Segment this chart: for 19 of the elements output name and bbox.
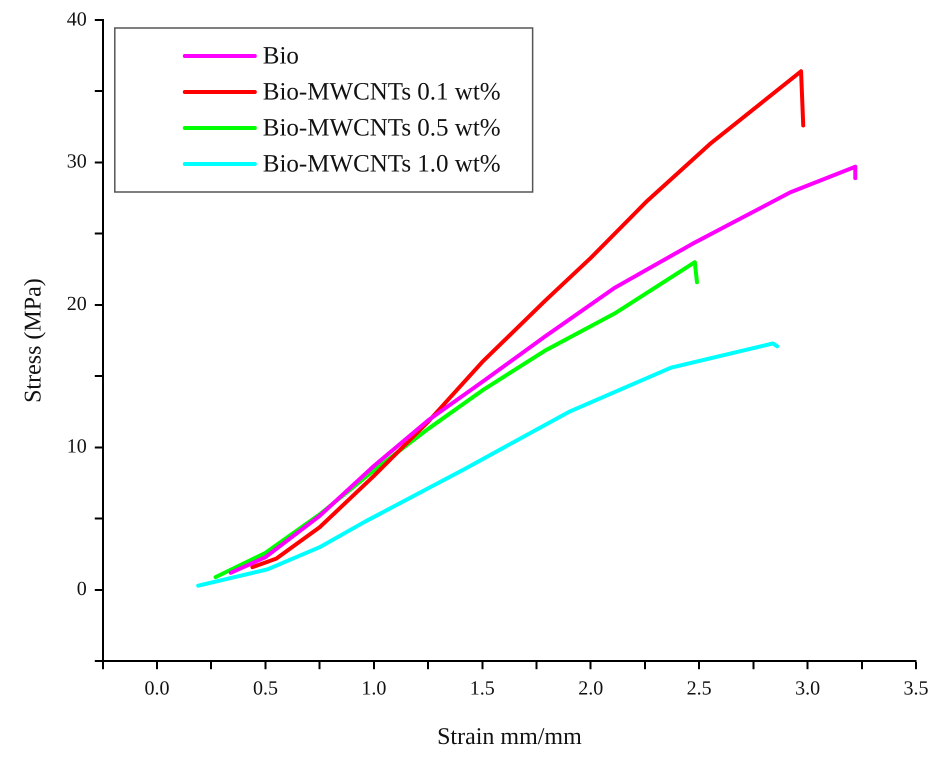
y-tick-label: 40 (66, 8, 87, 30)
x-tick-label: 0.5 (252, 677, 278, 700)
x-tick-label: 1.0 (361, 677, 386, 700)
y-tick-label: 30 (66, 150, 87, 173)
x-tick-label: 1.5 (470, 677, 495, 700)
legend-label: Bio-MWCNTs 0.1 wt% (262, 78, 501, 106)
x-tick-label: 2.0 (578, 677, 604, 700)
x-tick-label: 0.0 (144, 677, 170, 700)
y-tick-label: 20 (66, 293, 87, 316)
x-tick-label: 2.5 (686, 677, 712, 700)
legend-label: Bio-MWCNTs 1.0 wt% (262, 150, 501, 178)
x-tick-label: 3.5 (904, 677, 928, 700)
y-tick-label: 0 (76, 578, 87, 600)
x-axis-title: Strain mm/mm (437, 724, 582, 750)
y-tick-label: 10 (66, 436, 87, 458)
legend-label: Bio (262, 42, 299, 70)
y-axis-title: Stress (MPa) (20, 278, 47, 403)
x-tick-label: 3.0 (795, 677, 820, 700)
legend-label: Bio-MWCNTs 0.5 wt% (262, 114, 501, 142)
